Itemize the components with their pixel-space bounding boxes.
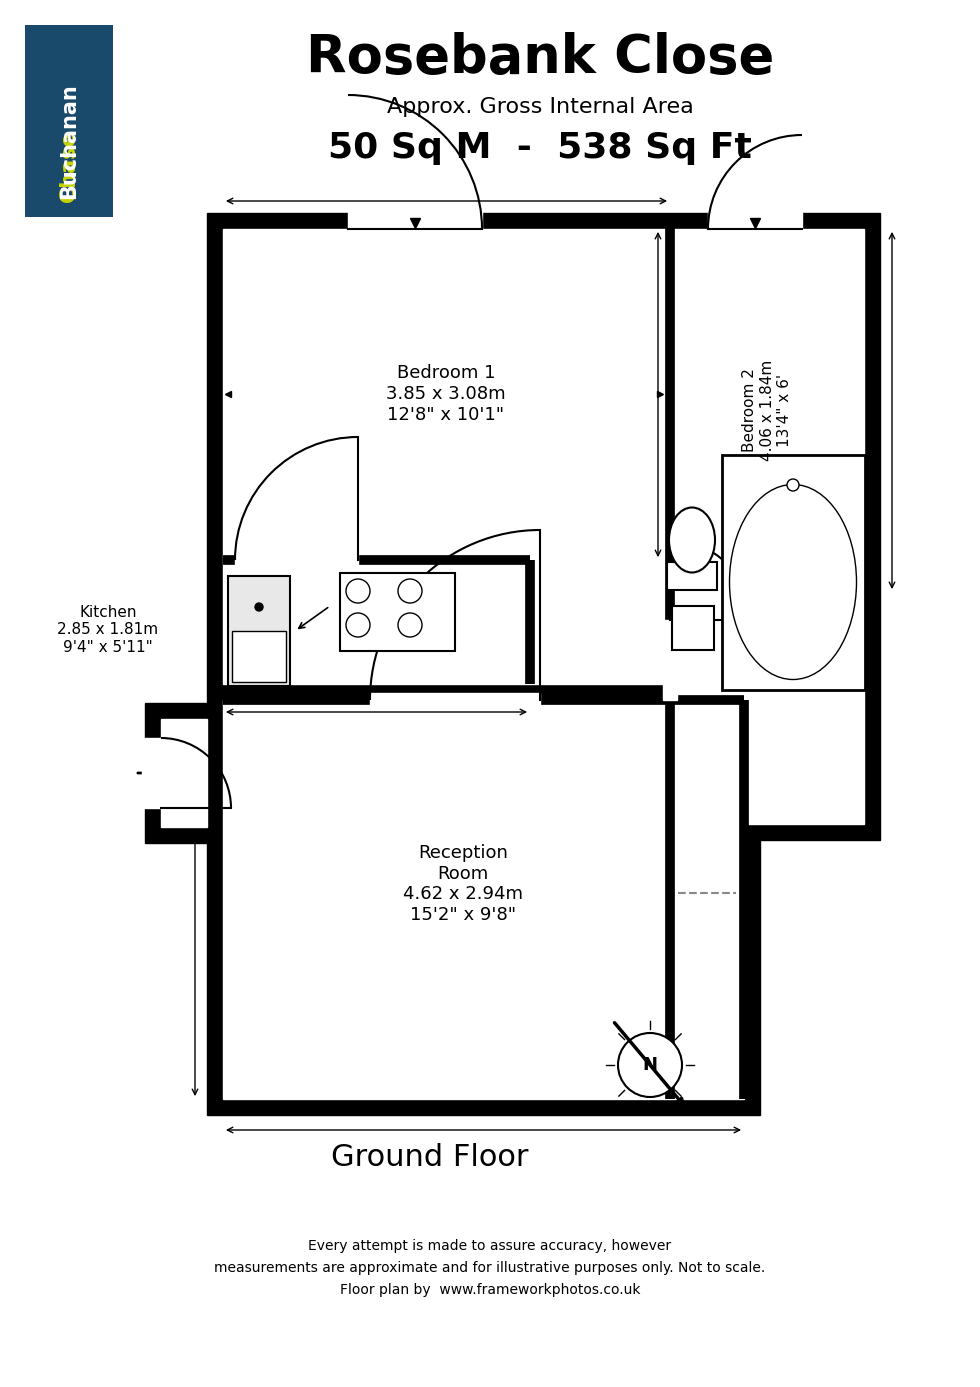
- Text: 50 Sq M  -  538 Sq Ft: 50 Sq M - 538 Sq Ft: [328, 130, 752, 165]
- Text: Every attempt is made to assure accuracy, however
measurements are approximate a: Every attempt is made to assure accuracy…: [215, 1240, 765, 1297]
- Circle shape: [398, 613, 422, 637]
- Bar: [672, 606, 714, 651]
- Polygon shape: [223, 229, 670, 560]
- Bar: [228, 576, 290, 687]
- Text: Rosebank Close: Rosebank Close: [306, 32, 774, 85]
- Text: Reception
Room
4.62 x 2.94m
15'2" x 9'8": Reception Room 4.62 x 2.94m 15'2" x 9'8": [403, 843, 523, 924]
- Polygon shape: [370, 694, 540, 707]
- Text: Kitchen
2.85 x 1.81m
9'4" x 5'11": Kitchen 2.85 x 1.81m 9'4" x 5'11": [58, 605, 159, 655]
- Circle shape: [618, 1033, 682, 1097]
- Text: Ground Floor: Ground Floor: [331, 1143, 529, 1172]
- Circle shape: [255, 603, 263, 612]
- Bar: [722, 455, 865, 689]
- Polygon shape: [142, 738, 164, 809]
- Text: Chase: Chase: [59, 132, 79, 203]
- Polygon shape: [235, 553, 358, 567]
- Text: Bedroom 2
4.06 x 1.84m
13'4" x 6': Bedroom 2 4.06 x 1.84m 13'4" x 6': [742, 359, 792, 460]
- Circle shape: [346, 578, 370, 603]
- Text: Buchanan: Buchanan: [59, 83, 79, 198]
- Circle shape: [398, 578, 422, 603]
- Bar: [232, 631, 286, 682]
- Text: Bedroom 1
3.85 x 3.08m
12'8" x 10'1": Bedroom 1 3.85 x 3.08m 12'8" x 10'1": [386, 365, 506, 424]
- Polygon shape: [663, 620, 677, 700]
- Bar: [667, 562, 717, 589]
- Polygon shape: [223, 700, 744, 1099]
- Bar: [25, 25, 113, 216]
- Polygon shape: [207, 214, 880, 1115]
- Polygon shape: [670, 592, 864, 824]
- Circle shape: [787, 479, 799, 491]
- Polygon shape: [145, 703, 207, 843]
- Circle shape: [346, 613, 370, 637]
- Text: N: N: [643, 1056, 658, 1074]
- Polygon shape: [670, 229, 864, 592]
- Ellipse shape: [669, 508, 715, 573]
- Polygon shape: [161, 718, 207, 827]
- Ellipse shape: [729, 484, 857, 680]
- Bar: [340, 573, 455, 651]
- Polygon shape: [223, 560, 530, 684]
- Polygon shape: [530, 560, 670, 684]
- Polygon shape: [708, 209, 802, 232]
- Text: Approx. Gross Internal Area: Approx. Gross Internal Area: [387, 97, 694, 117]
- Polygon shape: [348, 209, 482, 232]
